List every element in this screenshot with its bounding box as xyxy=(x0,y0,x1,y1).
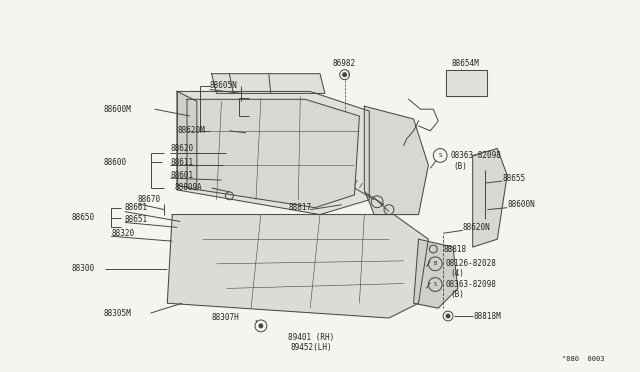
Text: 88661: 88661 xyxy=(125,203,148,212)
Text: 89401 (RH): 89401 (RH) xyxy=(289,333,335,342)
Polygon shape xyxy=(212,74,325,93)
Text: 88654M: 88654M xyxy=(451,60,479,68)
Circle shape xyxy=(259,324,263,328)
Circle shape xyxy=(342,73,347,77)
Text: B: B xyxy=(434,261,437,266)
Text: 88818: 88818 xyxy=(443,244,467,254)
Text: 86982: 86982 xyxy=(333,60,356,68)
Polygon shape xyxy=(177,92,197,190)
Text: 88611: 88611 xyxy=(170,158,193,167)
Text: 88605N: 88605N xyxy=(210,81,237,90)
Text: 88600N: 88600N xyxy=(507,200,535,209)
Text: 08126-82028: 08126-82028 xyxy=(445,259,496,268)
Text: 08363-82098: 08363-82098 xyxy=(445,280,496,289)
Text: 88300: 88300 xyxy=(72,264,95,273)
Text: S: S xyxy=(434,282,437,287)
Text: (B): (B) xyxy=(453,162,467,171)
Text: 89452(LH): 89452(LH) xyxy=(291,343,332,352)
Text: 88817: 88817 xyxy=(289,203,312,212)
Text: 88620N: 88620N xyxy=(463,223,491,232)
Polygon shape xyxy=(177,92,369,215)
Circle shape xyxy=(446,314,450,318)
Text: 08363-82098: 08363-82098 xyxy=(450,151,501,160)
Polygon shape xyxy=(473,148,507,247)
Text: 88320: 88320 xyxy=(111,229,134,238)
Polygon shape xyxy=(167,215,428,318)
Text: ^880  0003: ^880 0003 xyxy=(563,356,605,362)
Text: 88305M: 88305M xyxy=(103,308,131,318)
Text: (B): (B) xyxy=(450,290,464,299)
Text: 88809A: 88809A xyxy=(174,183,202,192)
Text: 88655: 88655 xyxy=(502,174,525,183)
Text: 88600: 88600 xyxy=(103,158,127,167)
Text: (4): (4) xyxy=(450,269,464,278)
Text: 88307H: 88307H xyxy=(212,314,239,323)
Polygon shape xyxy=(364,106,428,215)
Text: 88601: 88601 xyxy=(170,171,193,180)
Polygon shape xyxy=(413,239,458,308)
Text: 88620: 88620 xyxy=(170,144,193,153)
Text: 88651: 88651 xyxy=(125,215,148,224)
Text: 88600M: 88600M xyxy=(103,105,131,114)
Text: 88650: 88650 xyxy=(72,213,95,222)
Polygon shape xyxy=(446,70,488,96)
Text: 88670: 88670 xyxy=(138,195,161,204)
Text: 88620M: 88620M xyxy=(177,126,205,135)
Text: S: S xyxy=(438,153,442,158)
Text: 88818M: 88818M xyxy=(474,311,501,321)
Polygon shape xyxy=(187,99,360,208)
